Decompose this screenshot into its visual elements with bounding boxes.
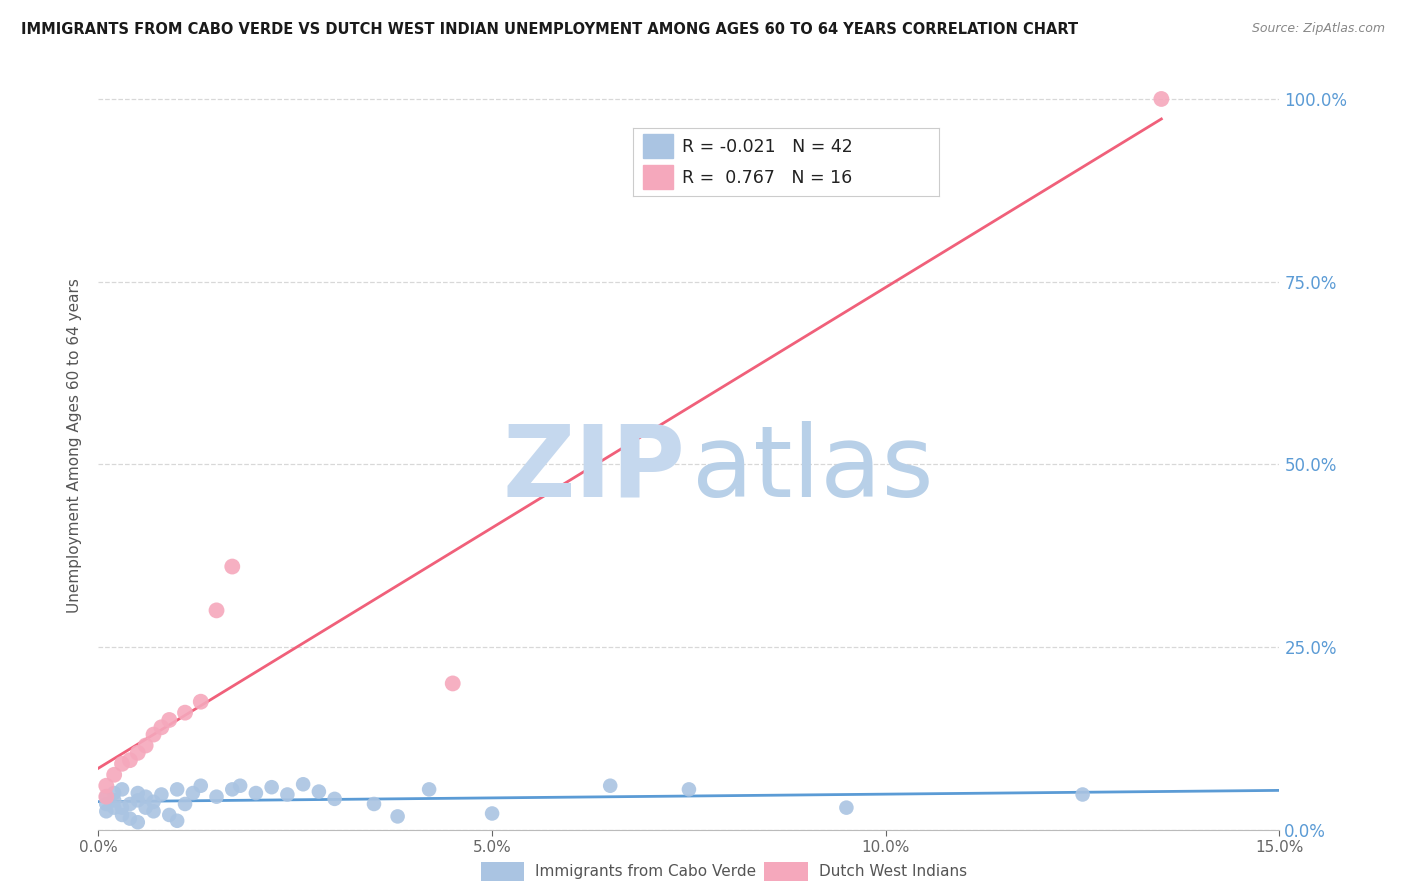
Point xyxy=(142,795,165,809)
Point xyxy=(111,808,134,822)
Point xyxy=(221,559,243,574)
Y-axis label: Unemployment Among Ages 60 to 64 years: Unemployment Among Ages 60 to 64 years xyxy=(67,278,83,614)
Point xyxy=(418,782,440,797)
Point xyxy=(103,800,125,814)
Point xyxy=(142,805,165,819)
Point xyxy=(260,780,283,794)
Text: Dutch West Indians: Dutch West Indians xyxy=(818,864,967,879)
Point xyxy=(245,786,267,800)
Point xyxy=(118,812,141,826)
Text: IMMIGRANTS FROM CABO VERDE VS DUTCH WEST INDIAN UNEMPLOYMENT AMONG AGES 60 TO 64: IMMIGRANTS FROM CABO VERDE VS DUTCH WEST… xyxy=(21,22,1078,37)
Point xyxy=(229,779,252,793)
Point xyxy=(127,815,149,830)
Bar xyxy=(643,134,673,158)
Point xyxy=(135,800,157,814)
Point xyxy=(363,797,385,811)
Point xyxy=(96,797,118,811)
Text: R = -0.021   N = 42: R = -0.021 N = 42 xyxy=(682,138,853,156)
Point xyxy=(205,603,228,617)
Point xyxy=(441,676,464,690)
Point xyxy=(96,789,118,804)
Point xyxy=(1071,788,1094,802)
Point xyxy=(292,777,315,791)
Point xyxy=(157,808,180,822)
Point xyxy=(174,797,197,811)
Point xyxy=(111,782,134,797)
Point xyxy=(103,786,125,800)
Point xyxy=(127,746,149,760)
Point xyxy=(276,788,298,802)
Point xyxy=(111,756,134,771)
Point xyxy=(387,809,409,823)
Point xyxy=(142,728,165,742)
Point xyxy=(127,786,149,800)
Point xyxy=(96,805,118,819)
Point xyxy=(135,739,157,753)
Point xyxy=(135,789,157,804)
Point xyxy=(221,782,243,797)
Point xyxy=(308,784,330,798)
Point xyxy=(205,789,228,804)
Point xyxy=(127,793,149,807)
Point xyxy=(166,782,188,797)
Point xyxy=(599,779,621,793)
Point xyxy=(166,814,188,828)
Point xyxy=(118,753,141,767)
Text: atlas: atlas xyxy=(693,420,934,517)
Point xyxy=(678,782,700,797)
Point xyxy=(96,779,118,793)
Point xyxy=(1150,92,1173,106)
Point xyxy=(481,806,503,821)
Text: ZIP: ZIP xyxy=(502,420,685,517)
Point xyxy=(150,720,173,734)
Point xyxy=(96,789,118,804)
Point xyxy=(323,792,346,806)
Bar xyxy=(643,165,673,189)
Point xyxy=(150,788,173,802)
Point xyxy=(190,695,212,709)
Point xyxy=(181,786,204,800)
Point xyxy=(103,793,125,807)
Point xyxy=(835,800,858,814)
Point xyxy=(103,768,125,782)
Point xyxy=(111,800,134,814)
Point xyxy=(157,713,180,727)
Text: Immigrants from Cabo Verde: Immigrants from Cabo Verde xyxy=(536,864,756,879)
Point xyxy=(118,797,141,811)
Text: R =  0.767   N = 16: R = 0.767 N = 16 xyxy=(682,169,852,186)
Point xyxy=(190,779,212,793)
Text: Source: ZipAtlas.com: Source: ZipAtlas.com xyxy=(1251,22,1385,36)
Point xyxy=(174,706,197,720)
